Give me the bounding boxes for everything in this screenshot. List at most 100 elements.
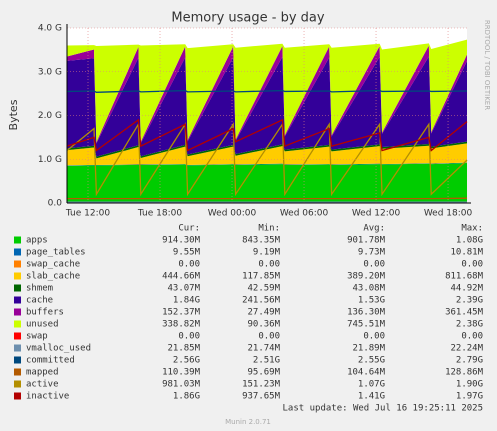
- legend-value: 0.00: [461, 260, 483, 270]
- legend-header: Cur:: [178, 224, 200, 234]
- legend-label: buffers: [26, 308, 64, 318]
- line: [66, 89, 468, 93]
- legend-value: 1.86G: [173, 392, 200, 402]
- legend-value: 389.20M: [347, 272, 386, 282]
- legend-value: 981.03M: [162, 380, 201, 390]
- x-tick-label: Wed 18:00: [424, 209, 473, 219]
- legend-value: 9.73M: [358, 248, 386, 258]
- legend-value: 90.36M: [247, 320, 280, 330]
- legend-label: shmem: [26, 284, 53, 294]
- legend-label: inactive: [26, 392, 69, 402]
- legend-label: unused: [26, 320, 59, 330]
- y-tick-label: 0.0: [48, 199, 63, 209]
- legend-value: 21.74M: [247, 344, 280, 354]
- legend-value: 21.85M: [167, 344, 200, 354]
- legend-swatch: [14, 296, 21, 304]
- legend-value: 0.00: [258, 332, 280, 342]
- legend-value: 444.66M: [162, 272, 201, 282]
- legend-value: 0.00: [178, 260, 200, 270]
- legend-value: 0.00: [258, 260, 280, 270]
- legend-label: slab_cache: [26, 272, 80, 282]
- legend-value: 0.00: [461, 332, 483, 342]
- legend-value: 44.92M: [450, 284, 483, 294]
- legend-value: 2.79G: [456, 356, 483, 366]
- legend-swatch: [14, 236, 21, 244]
- legend-swatch: [14, 284, 21, 292]
- last-update: Last update: Wed Jul 16 19:25:11 2025: [283, 404, 483, 414]
- legend-value: 110.39M: [162, 368, 201, 378]
- area: [67, 163, 467, 203]
- legend-value: 22.24M: [450, 344, 483, 354]
- area: [67, 45, 467, 144]
- legend-value: 9.19M: [253, 248, 281, 258]
- legend-value: 745.51M: [347, 320, 386, 330]
- legend-swatch: [14, 308, 21, 316]
- legend-value: 843.35M: [242, 236, 281, 246]
- legend-label: mapped: [26, 368, 59, 378]
- y-tick-label: 4.0 G: [38, 24, 62, 34]
- legend-value: 1.41G: [358, 392, 385, 402]
- legend-value: 43.08M: [352, 284, 385, 294]
- legend-value: 27.49M: [247, 308, 280, 318]
- legend-header: Max:: [461, 224, 483, 234]
- x-tick-label: Tue 12:00: [65, 209, 110, 219]
- legend-value: 9.55M: [173, 248, 201, 258]
- legend-value: 901.78M: [347, 236, 386, 246]
- legend-value: 0.00: [178, 332, 200, 342]
- footer: Munin 2.0.71: [225, 418, 271, 426]
- legend-value: 1.07G: [358, 380, 385, 390]
- legend-value: 914.30M: [162, 236, 201, 246]
- legend-swatch: [14, 260, 21, 268]
- legend-value: 21.89M: [352, 344, 385, 354]
- legend-value: 2.38G: [456, 320, 483, 330]
- legend-swatch: [14, 344, 21, 352]
- legend-label: committed: [26, 356, 75, 366]
- legend-value: 10.81M: [450, 248, 483, 258]
- area: [67, 141, 467, 159]
- legend-header: Min:: [258, 224, 280, 234]
- legend-label: page_tables: [26, 248, 86, 258]
- legend-value: 241.56M: [242, 296, 281, 306]
- legend-value: 2.56G: [173, 356, 200, 366]
- legend-label: apps: [26, 236, 48, 246]
- legend-value: 43.07M: [167, 284, 200, 294]
- legend-value: 136.30M: [347, 308, 386, 318]
- legend-value: 2.55G: [358, 356, 385, 366]
- legend-label: cache: [26, 296, 53, 306]
- x-tick-label: Wed 12:00: [352, 209, 401, 219]
- legend-label: swap: [26, 332, 48, 342]
- legend-value: 937.65M: [242, 392, 281, 402]
- chart-title: Memory usage - by day: [171, 11, 324, 26]
- legend-value: 152.37M: [162, 308, 201, 318]
- y-tick-label: 2.0 G: [38, 111, 62, 121]
- area: [67, 143, 467, 166]
- y-tick-label: 3.0 G: [38, 67, 62, 77]
- legend-value: 1.08G: [456, 236, 483, 246]
- legend-value: 117.85M: [242, 272, 281, 282]
- legend-swatch: [14, 320, 21, 328]
- legend-label: swap_cache: [26, 260, 80, 270]
- y-tick-label: 1.0 G: [38, 155, 62, 165]
- legend-value: 95.69M: [247, 368, 280, 378]
- legend-value: 151.23M: [242, 380, 281, 390]
- legend-swatch: [14, 380, 21, 388]
- legend-value: 0.00: [363, 260, 385, 270]
- area: [67, 162, 467, 166]
- legend-value: 2.51G: [253, 356, 280, 366]
- legend-value: 1.84G: [173, 296, 200, 306]
- line: [66, 118, 468, 152]
- x-tick-label: Wed 06:00: [280, 209, 329, 219]
- legend-value: 811.68M: [445, 272, 484, 282]
- area: [67, 56, 467, 157]
- x-tick-label: Wed 00:00: [208, 209, 257, 219]
- legend-header: Avg:: [363, 224, 385, 234]
- legend-label: active: [26, 380, 59, 390]
- legend-value: 1.90G: [456, 380, 483, 390]
- legend-value: 2.39G: [456, 296, 483, 306]
- legend-swatch: [14, 332, 21, 340]
- legend-value: 1.53G: [358, 296, 385, 306]
- legend-swatch: [14, 248, 21, 256]
- legend-swatch: [14, 272, 21, 280]
- legend-value: 104.64M: [347, 368, 386, 378]
- y-axis-label: Bytes: [7, 99, 20, 130]
